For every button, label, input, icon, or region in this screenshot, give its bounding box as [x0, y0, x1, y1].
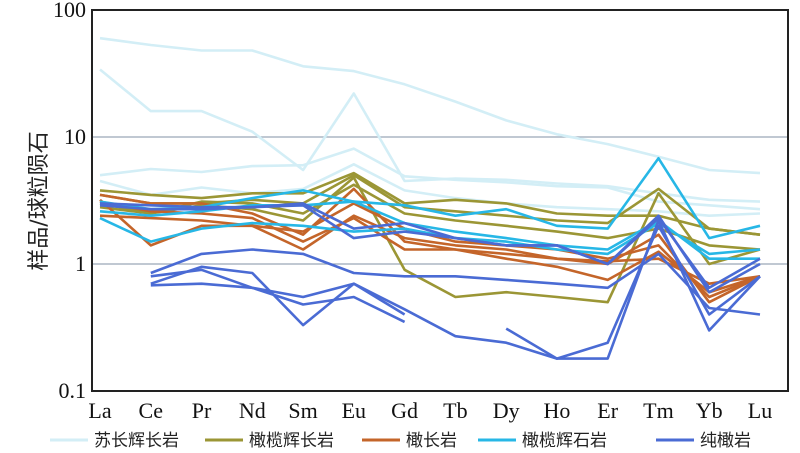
- legend-label: 纯橄岩: [700, 431, 751, 451]
- x-tick-label: Eu: [342, 398, 366, 423]
- plot-frame: [91, 9, 789, 392]
- series-line: [99, 200, 761, 294]
- x-tick-label: Sm: [288, 398, 317, 423]
- series-line: [99, 68, 761, 203]
- legend-label: 橄榄辉石岩: [522, 431, 607, 451]
- y-axis-label: 样品/球粒陨石: [27, 131, 52, 270]
- series-line: [150, 282, 406, 324]
- y-tick-label: 1: [75, 251, 86, 276]
- series-group: [99, 36, 761, 217]
- x-tick-label: Gd: [391, 398, 418, 423]
- series-lines: [99, 36, 761, 360]
- y-tick-labels: 0.1 1 10 100: [53, 0, 86, 403]
- series-line: [99, 183, 761, 251]
- x-tick-label: La: [88, 398, 111, 423]
- legend-label: 橄榄辉长岩: [249, 431, 334, 451]
- series-line: [505, 224, 761, 360]
- x-tick-label: Tb: [443, 398, 467, 423]
- series-group: [99, 202, 761, 360]
- series-line: [150, 268, 406, 316]
- legend: 苏长辉长岩 橄榄辉长岩 橄长岩 橄榄辉石岩 纯橄岩: [50, 431, 751, 451]
- y-tick-label: 100: [53, 0, 86, 22]
- x-tick-label: Pr: [192, 398, 212, 423]
- x-tick-label: Yb: [696, 398, 723, 423]
- x-tick-label: Ce: [139, 398, 163, 423]
- x-tick-label: Ho: [543, 398, 570, 423]
- y-tick-label: 10: [64, 124, 86, 149]
- legend-label: 橄长岩: [406, 431, 457, 451]
- series-line: [99, 216, 761, 256]
- series-line: [99, 147, 761, 211]
- y-tick-label: 0.1: [59, 378, 87, 403]
- series-line: [99, 157, 761, 240]
- x-tick-labels: La Ce Pr Nd Sm Eu Gd Tb Dy Ho Er Tm Yb Lu: [88, 398, 772, 423]
- legend-label: 苏长辉长岩: [94, 431, 179, 451]
- x-tick-label: Dy: [493, 398, 520, 423]
- series-line: [99, 36, 761, 175]
- series-line: [150, 219, 761, 360]
- x-tick-label: Lu: [748, 398, 772, 423]
- x-tick-label: Nd: [239, 398, 266, 423]
- series-line: [99, 204, 761, 294]
- series-line: [150, 248, 761, 316]
- x-tick-label: Tm: [643, 398, 674, 423]
- series-line: [99, 171, 761, 236]
- x-tick-label: Er: [597, 398, 618, 423]
- series-line: [99, 202, 761, 290]
